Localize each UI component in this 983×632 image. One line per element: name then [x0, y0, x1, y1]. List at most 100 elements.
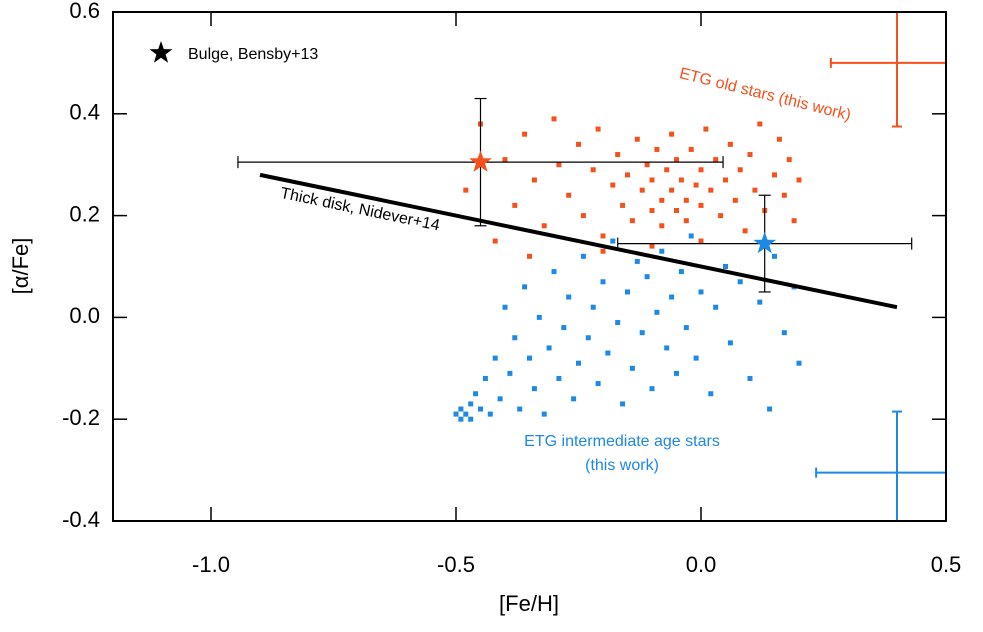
scatter-point [683, 197, 689, 203]
scatter-point [752, 187, 758, 193]
scatter-point [708, 391, 714, 397]
scatter-point [781, 192, 787, 198]
scatter-point [458, 416, 464, 422]
scatter-point [747, 152, 753, 158]
scatter-point [512, 202, 518, 208]
scatter-point [546, 345, 552, 351]
scatter-point [713, 304, 719, 310]
scatter-point [576, 141, 581, 147]
y-tick-label: -0.4 [62, 507, 100, 532]
scatter-point [678, 269, 684, 275]
y-tick-label: 0.6 [69, 0, 100, 23]
scatter-point [600, 233, 606, 239]
scatter-point [649, 386, 655, 392]
scatter-point [527, 253, 532, 259]
scatter-point [693, 182, 699, 188]
scatter-point [580, 253, 586, 259]
scatter-point [723, 264, 728, 269]
scatter-point [625, 289, 630, 295]
scatter-point [713, 157, 719, 163]
scatter-point [708, 187, 714, 193]
scatter-point [615, 152, 621, 158]
scatter-point [669, 294, 675, 300]
legend-star [149, 41, 173, 63]
scatter-point [796, 360, 802, 366]
scatter-point [478, 406, 483, 412]
scatter-point [747, 375, 753, 381]
scatter-point [556, 162, 562, 168]
scatter-point [458, 406, 464, 412]
scatter-point [551, 116, 557, 122]
scatter-point [772, 253, 777, 259]
legend-label: Bulge, Bensby+13 [188, 46, 318, 63]
scatter-point [737, 279, 743, 285]
scatter-point [698, 289, 704, 295]
trend-line [259, 172, 898, 310]
scatter-point [698, 202, 704, 208]
scatter-point [723, 177, 728, 183]
scatter-point [571, 396, 577, 402]
scatter-point [654, 146, 660, 152]
scatter-point [463, 411, 469, 417]
series-label: ETG intermediate age stars [524, 433, 720, 450]
scatter-point [487, 411, 493, 417]
series-label-note: (this work) [585, 457, 659, 474]
scatter-point [580, 213, 586, 219]
scatter-point [649, 177, 655, 183]
scatter-point [693, 355, 699, 361]
scatter-point [566, 294, 572, 300]
scatter-point [659, 223, 665, 229]
series-label: ETG old stars (this work) [678, 65, 853, 124]
scatter-point [468, 416, 474, 422]
scatter-point [531, 177, 537, 183]
scatter-point [654, 309, 660, 315]
scatter-point [585, 335, 591, 341]
x-tick-label: -1.0 [192, 552, 230, 577]
scatter-point [639, 330, 645, 336]
scatter-point [698, 167, 704, 173]
axes-frame [112, 11, 947, 522]
scatter-point [512, 335, 518, 341]
scatter-point [688, 146, 694, 152]
scatter-point [796, 177, 802, 183]
scatter-point [649, 208, 655, 214]
scatter-point [776, 136, 782, 142]
scatter-point [781, 330, 787, 336]
scatter-point [698, 238, 704, 244]
star-point [469, 150, 492, 172]
scatter-point [595, 381, 601, 387]
scatter-point [600, 279, 606, 285]
y-axis-label: [α/Fe] [8, 238, 33, 295]
scatter-point [566, 192, 572, 198]
x-tick-label: 0.0 [686, 552, 717, 577]
scatter-point [669, 131, 675, 137]
x-tick-label: -0.5 [437, 552, 475, 577]
scatter-point [674, 208, 679, 214]
scatter-point [551, 269, 557, 275]
scatter-point [634, 258, 640, 264]
scatter-point [688, 233, 694, 239]
scatter-point [718, 213, 724, 219]
scatter-point [453, 411, 459, 417]
scatter-point [492, 355, 498, 361]
scatter-point [541, 223, 547, 229]
scatter-point [492, 238, 498, 244]
scatter-point [625, 172, 630, 178]
scatter-point [629, 365, 635, 371]
scatter-point [669, 187, 675, 193]
scatter-point [522, 131, 528, 137]
y-tick-label: 0.2 [69, 201, 100, 226]
scatter-point [757, 121, 763, 127]
scatter-point [644, 274, 650, 280]
plot-area [237, 12, 946, 521]
scatter-point [732, 197, 738, 203]
scatter-point [531, 386, 537, 392]
scatter-point [727, 141, 733, 147]
scatter-point [502, 304, 508, 310]
scatter-point [639, 187, 645, 193]
scatter-point [620, 401, 626, 407]
scatter-point [507, 370, 513, 376]
scatter-point [590, 304, 596, 310]
scatter-point [595, 126, 601, 132]
